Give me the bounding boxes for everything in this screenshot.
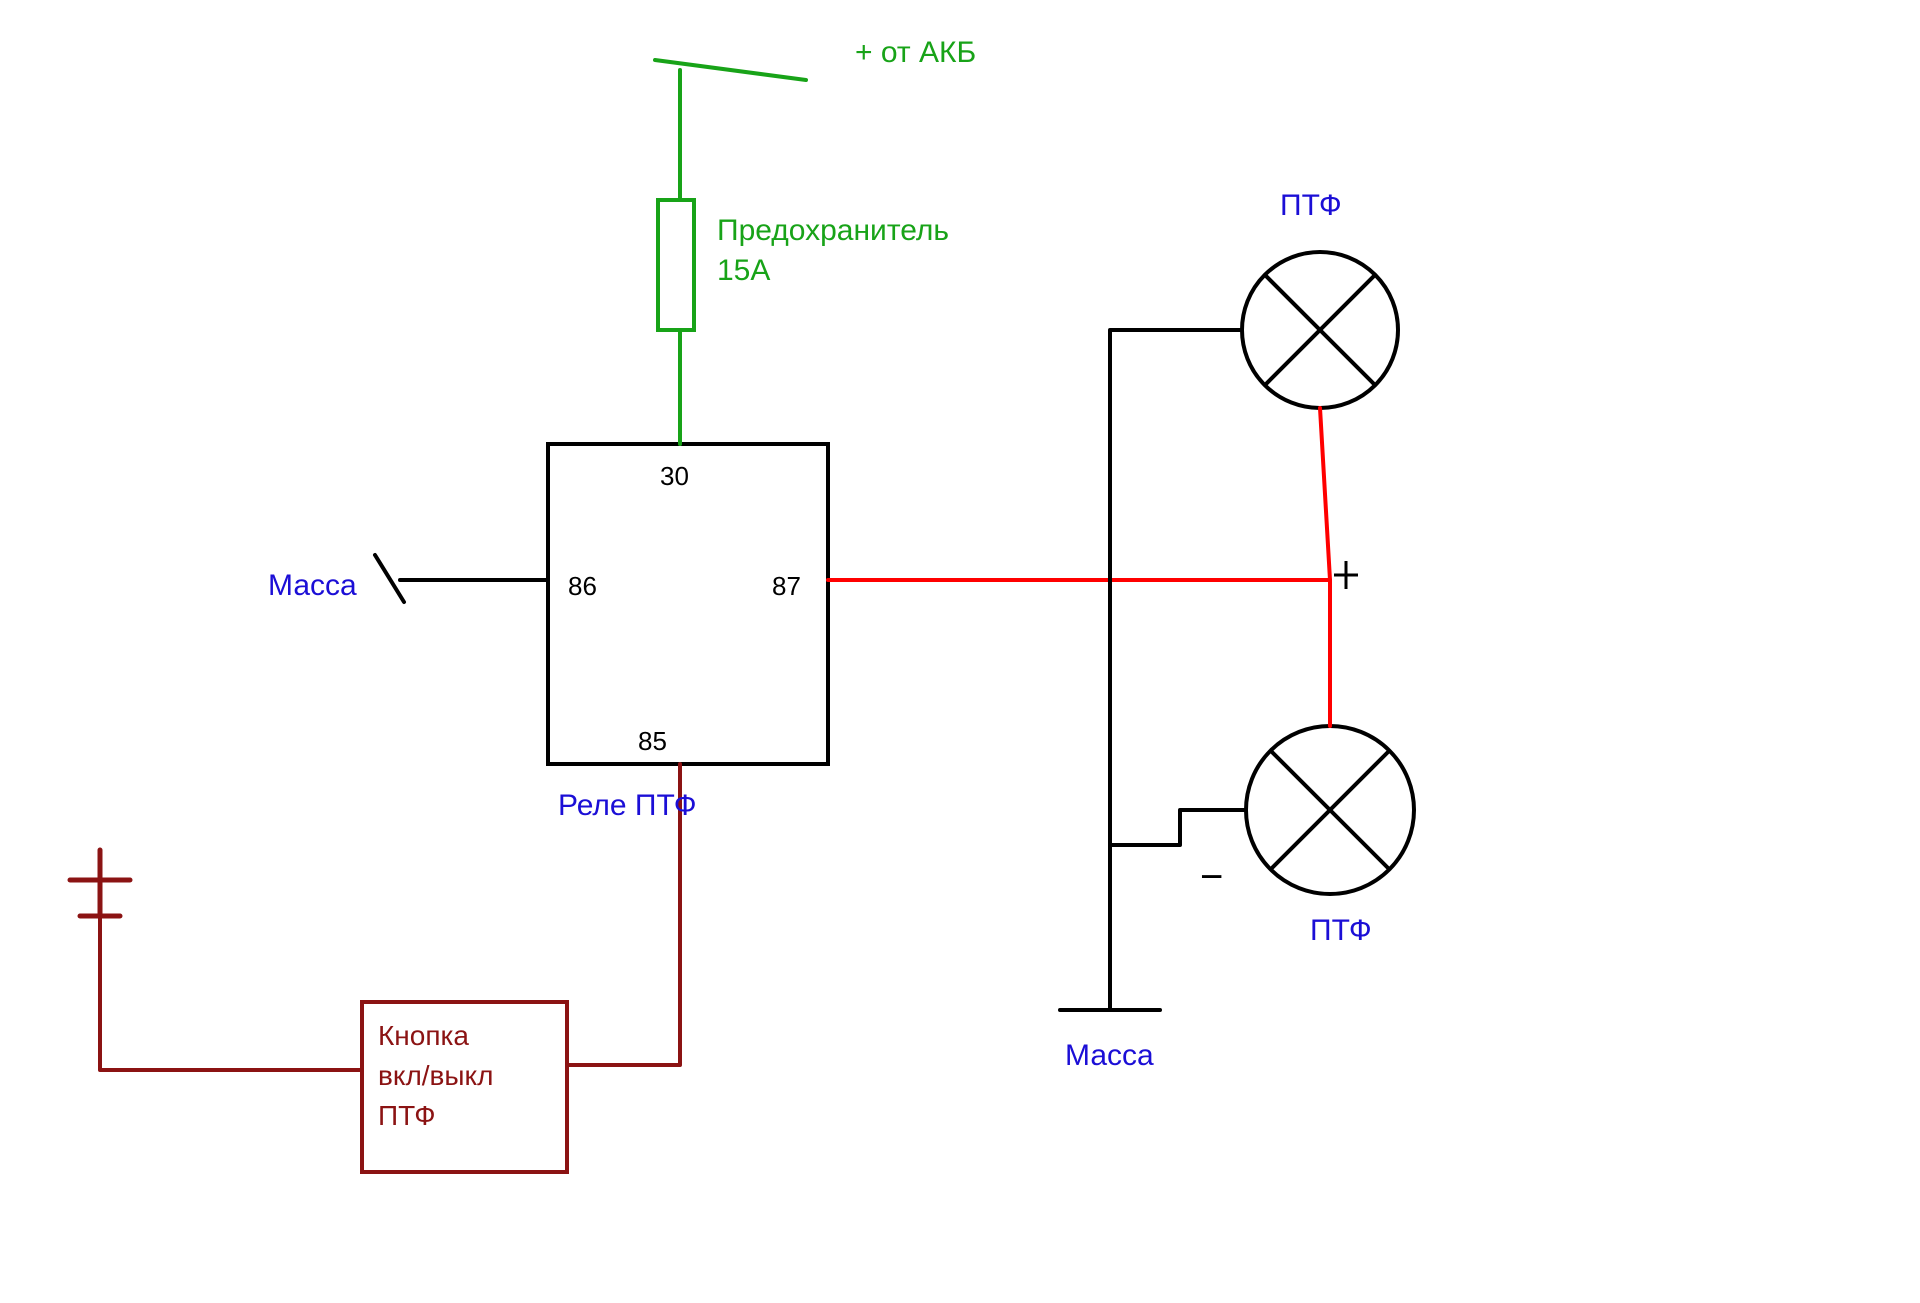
label-pin-87: 87 (772, 571, 801, 601)
label-fuse-1: Предохранитель (717, 214, 949, 247)
lamp-top-icon (1242, 252, 1398, 408)
label-minus: − (1200, 855, 1223, 899)
label-massa-right: Масса (1065, 1039, 1154, 1072)
label-akb: + от АКБ (855, 36, 976, 69)
label-button-1: Кнопка (378, 1020, 469, 1051)
label-pin-30: 30 (660, 461, 689, 491)
wires (70, 60, 1330, 1070)
label-pin-85: 85 (638, 726, 667, 756)
label-pin-86: 86 (568, 571, 597, 601)
label-relay: Реле ПТФ (558, 789, 697, 822)
label-massa-left: Масса (268, 569, 357, 602)
fuse-box (658, 200, 694, 330)
relay-box (548, 444, 828, 764)
label-ptf-bot: ПТФ (1310, 914, 1372, 947)
wiring-diagram: + от АКБ Предохранитель 15А 30 86 87 85 … (0, 0, 1920, 1303)
lamp-bottom-icon (1246, 726, 1414, 894)
label-fuse-2: 15А (717, 254, 770, 287)
plus-junction-icon (1334, 561, 1358, 589)
label-button-3: ПТФ (378, 1100, 436, 1131)
label-button-2: вкл/выкл (378, 1060, 493, 1091)
label-ptf-top: ПТФ (1280, 189, 1342, 222)
